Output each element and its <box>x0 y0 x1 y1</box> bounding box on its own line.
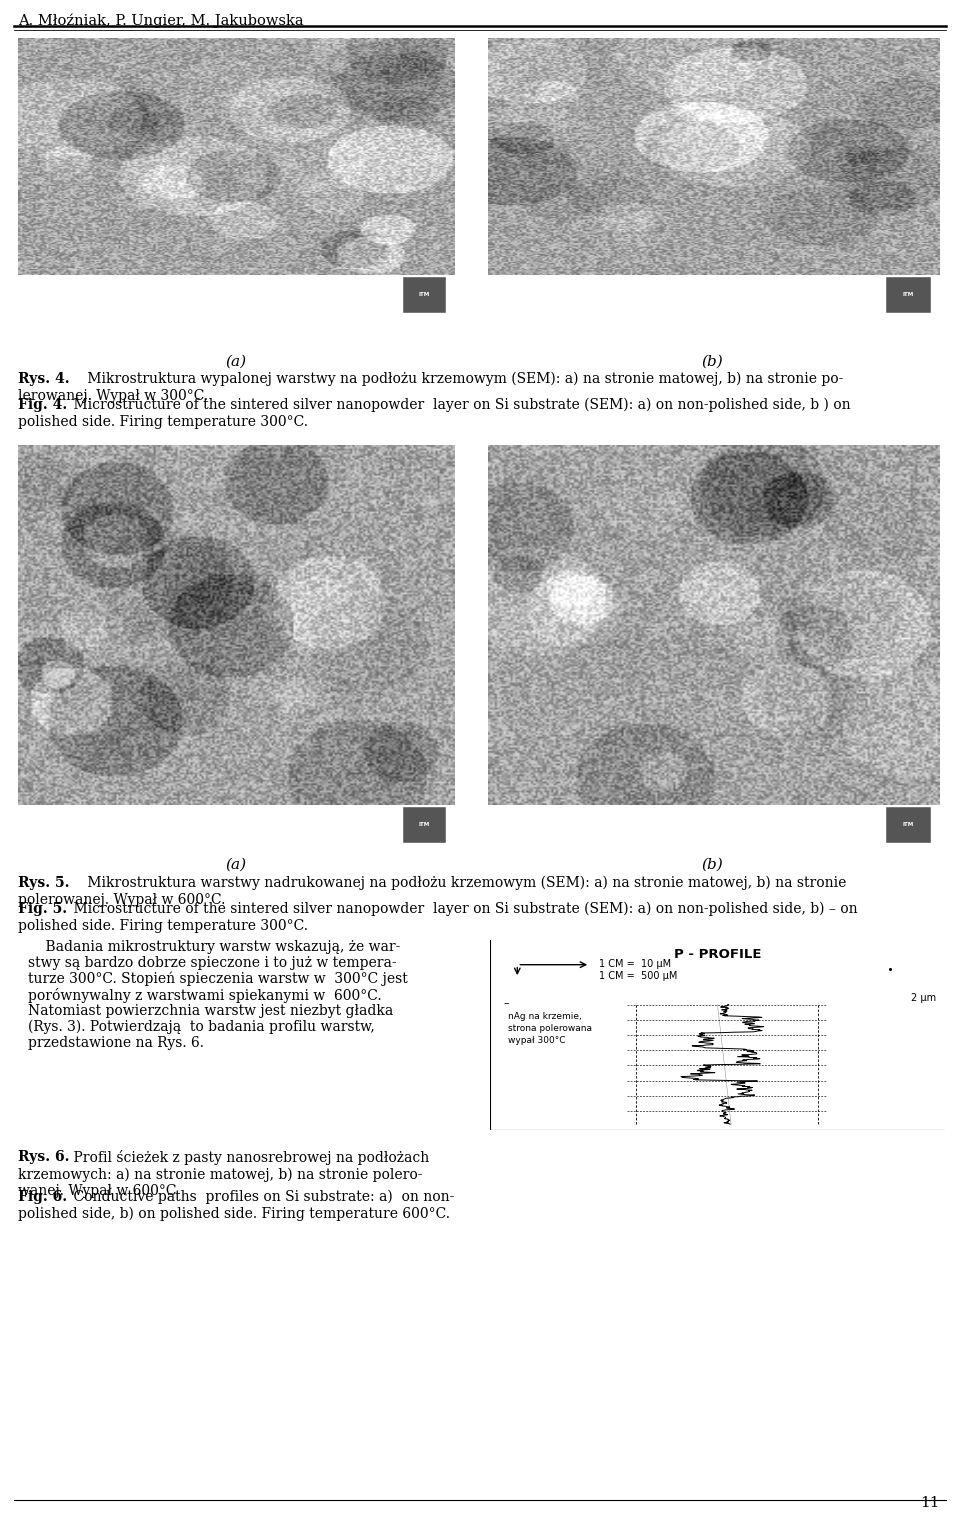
Text: Rys. 6.: Rys. 6. <box>18 1151 69 1164</box>
Text: Rys. 4.: Rys. 4. <box>18 371 70 387</box>
Text: stwy są bardzo dobrze spieczone i to już w tempera-: stwy są bardzo dobrze spieczone i to już… <box>28 956 396 970</box>
Text: 11: 11 <box>921 1496 940 1510</box>
Text: Rys. 5.: Rys. 5. <box>18 877 69 890</box>
Text: (a): (a) <box>226 355 247 368</box>
Text: Microstructure of the sintered silver nanopowder  layer on Si substrate (SEM): a: Microstructure of the sintered silver na… <box>18 397 851 429</box>
Text: Natomiast powierzchnia warstw jest niezbyt gładka: Natomiast powierzchnia warstw jest niezb… <box>28 1005 394 1018</box>
Text: (Rys. 3). Potwierdzają  to badania profilu warstw,: (Rys. 3). Potwierdzają to badania profil… <box>28 1020 374 1035</box>
Text: A. Młoźniak, P. Ungier, M. Jakubowska: A. Młoźniak, P. Ungier, M. Jakubowska <box>18 14 303 29</box>
Text: porównywalny z warstwami spiekanymi w  600°C.: porównywalny z warstwami spiekanymi w 60… <box>28 988 382 1003</box>
Text: Microstructure of the sintered silver nanopowder  layer on Si substrate (SEM): a: Microstructure of the sintered silver na… <box>18 903 857 933</box>
Text: (b): (b) <box>701 858 723 872</box>
Text: Fig. 4.: Fig. 4. <box>18 397 67 412</box>
Text: Mikrostruktura warstwy nadrukowanej na podłożu krzemowym (SEM): a) na stronie ma: Mikrostruktura warstwy nadrukowanej na p… <box>18 877 847 907</box>
Text: (a): (a) <box>226 858 247 872</box>
Text: Fig. 6.: Fig. 6. <box>18 1190 67 1204</box>
Text: Fig. 5.: Fig. 5. <box>18 903 67 916</box>
Text: (b): (b) <box>701 355 723 368</box>
Text: Mikrostruktura wypalonej warstwy na podłożu krzemowym (SEM): a) na stronie matow: Mikrostruktura wypalonej warstwy na podł… <box>18 371 844 403</box>
Text: turze 300°C. Stopień spieczenia warstw w  300°C jest: turze 300°C. Stopień spieczenia warstw w… <box>28 973 408 986</box>
Text: Conductive paths  profiles on Si substrate: a)  on non-
polished side, b) on pol: Conductive paths profiles on Si substrat… <box>18 1190 454 1221</box>
Text: Profil ścieżek z pasty nanosrebrowej na podłożach
krzemowych: a) na stronie mato: Profil ścieżek z pasty nanosrebrowej na … <box>18 1151 429 1198</box>
Text: Badania mikrostruktury warstw wskazują, że war-: Badania mikrostruktury warstw wskazują, … <box>28 941 400 954</box>
Text: przedstawione na Rys. 6.: przedstawione na Rys. 6. <box>28 1036 204 1050</box>
